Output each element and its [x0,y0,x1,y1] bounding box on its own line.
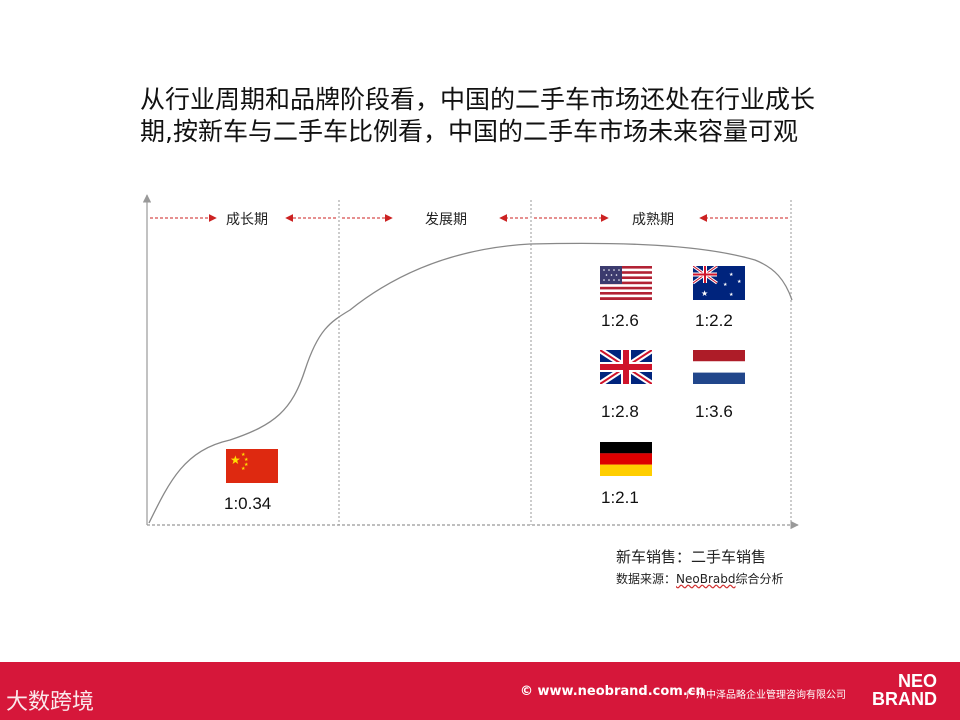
svg-text:★: ★ [729,272,734,278]
netherlands-flag-icon [693,350,745,384]
title-line-1: 从行业周期和品牌阶段看，中国的二手车市场还处在行业成长 [140,85,816,114]
lifecycle-curve [148,242,793,524]
source-name: NeoBrabd [676,572,736,586]
australia-flag-icon: ★ ★ ★ ★ ★ [693,266,745,300]
svg-text:★: ★ [244,457,249,463]
stage-label-growth: 成长期 [224,209,270,229]
svg-text:★: ★ [723,282,728,288]
neobrand-logo: NEO BRAND [872,672,937,708]
ratio-china: 1:0.34 [224,494,272,513]
footer-website: © www.neobrand.com.cn [520,684,705,699]
svg-text:★: ★ [230,453,241,467]
svg-text:★: ★ [701,289,708,298]
svg-text:★: ★ [729,292,734,298]
data-source: 数据来源：NeoBrabd综合分析 [616,570,784,587]
footer-bar: 大数跨境 © www.neobrand.com.cn 广州中泽品略企业管理咨询有… [0,662,960,720]
uk-flag-icon [600,350,652,384]
germany-flag-icon [600,442,652,476]
svg-text:★: ★ [241,452,246,458]
svg-text:★: ★ [737,279,742,285]
title-line-2: 期,按新车与二手车比例看，中国的二手车市场未来容量可观 [140,117,798,146]
ratio-germany: 1:2.1 [601,488,639,507]
svg-text:★: ★ [244,462,249,468]
watermark-logo: 大数跨境 [6,690,95,715]
stage-label-development: 发展期 [423,209,469,229]
ratio-usa: 1:2.6 [601,311,639,330]
ratio-netherlands: 1:3.6 [695,402,733,421]
neobrand-logo-line1: NEO [897,671,937,691]
china-flag-icon: ★ ★ ★ ★ ★ [226,449,278,483]
source-suffix: 综合分析 [735,572,784,586]
svg-text:★: ★ [241,466,246,472]
ratio-uk: 1:2.8 [601,402,639,421]
usa-flag-icon [600,266,652,300]
ratio-australia: 1:2.2 [695,311,733,330]
source-prefix: 数据来源： [616,572,677,586]
footer-company: 广州中泽品略企业管理咨询有限公司 [686,690,846,701]
page-title: 从行业周期和品牌阶段看，中国的二手车市场还处在行业成长 期,按新车与二手车比例看… [140,84,840,148]
stage-label-maturity: 成熟期 [630,209,676,229]
neobrand-logo-line2: BRAND [872,689,937,709]
ratio-legend: 新车销售：二手车销售 [616,548,767,566]
